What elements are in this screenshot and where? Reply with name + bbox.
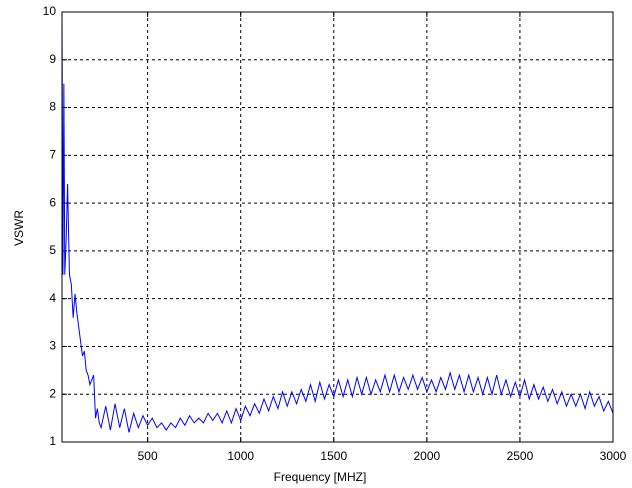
x-tick-label: 500 — [138, 449, 158, 463]
x-tick-label: 2500 — [507, 449, 534, 463]
y-axis-label: VSWR — [12, 210, 26, 246]
y-tick-label: 7 — [49, 148, 56, 162]
y-tick-label: 10 — [43, 4, 57, 18]
plot-frame — [61, 11, 614, 443]
y-tick-label: 5 — [49, 243, 56, 257]
y-tick-label: 9 — [49, 52, 56, 66]
y-tick-label: 6 — [49, 195, 56, 209]
y-tick-label: 4 — [49, 291, 56, 305]
y-tick-label: 2 — [49, 386, 56, 400]
x-axis-label: Frequency [MHZ] — [274, 470, 367, 484]
y-tick-label: 3 — [49, 339, 56, 353]
x-tick-label: 3000 — [600, 449, 627, 463]
y-tick-label: 8 — [49, 100, 56, 114]
y-tick-label: 1 — [49, 434, 56, 448]
x-tick-label: 1500 — [320, 449, 347, 463]
x-tick-label: 1000 — [227, 449, 254, 463]
data-line — [61, 11, 614, 433]
x-tick-label: 2000 — [413, 449, 440, 463]
